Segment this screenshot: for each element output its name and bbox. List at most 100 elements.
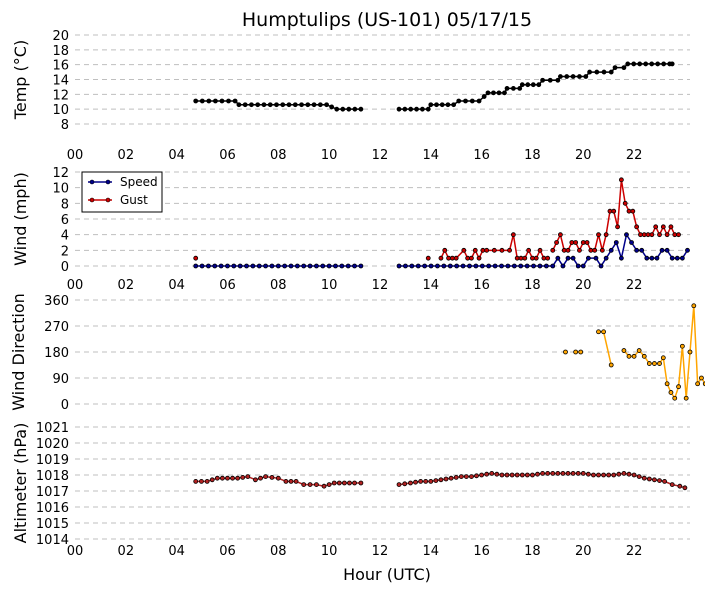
- data-point: [631, 472, 637, 478]
- data-point: [448, 475, 454, 481]
- data-point: [231, 263, 237, 269]
- data-point: [499, 472, 505, 478]
- data-point: [479, 472, 485, 478]
- data-point: [691, 303, 697, 309]
- data-point: [469, 255, 474, 261]
- data-point: [611, 472, 617, 478]
- data-point: [564, 74, 570, 79]
- data-point: [618, 177, 624, 183]
- data-point: [518, 263, 524, 269]
- x-tick-label: 02: [118, 278, 135, 293]
- data-point: [358, 263, 364, 269]
- x-tick-label: 10: [321, 148, 338, 163]
- data-point: [662, 478, 667, 484]
- data-point: [244, 263, 249, 269]
- data-point: [601, 472, 606, 478]
- data-point: [621, 65, 627, 71]
- data-point: [489, 470, 495, 476]
- data-point: [554, 240, 559, 245]
- data-point: [460, 263, 466, 269]
- data-point: [634, 247, 640, 253]
- data-point: [492, 263, 498, 269]
- data-point: [668, 224, 674, 230]
- data-point: [672, 232, 678, 238]
- data-point: [358, 480, 364, 486]
- data-point: [453, 474, 459, 480]
- data-point: [283, 478, 289, 484]
- data-point: [473, 263, 479, 269]
- y-axis-label: Temp (°C): [11, 40, 30, 120]
- y-tick-label: 1014: [36, 533, 69, 548]
- y-tick-label: 360: [44, 294, 69, 309]
- data-point: [425, 106, 431, 112]
- x-tick-label: 06: [219, 148, 236, 163]
- data-point: [509, 472, 515, 478]
- y-tick-label: 16: [52, 59, 69, 74]
- data-point: [535, 471, 540, 477]
- data-point: [479, 263, 485, 269]
- data-point: [345, 263, 351, 269]
- data-point: [206, 263, 211, 269]
- data-point: [580, 263, 586, 269]
- data-point: [608, 362, 614, 368]
- y-axis-label: Wind Direction: [9, 293, 28, 411]
- y-tick-label: 0: [61, 398, 69, 413]
- data-point: [341, 480, 347, 486]
- data-point: [461, 247, 467, 253]
- x-tick-label: 00: [67, 148, 84, 163]
- data-point: [301, 482, 307, 488]
- data-point: [292, 102, 298, 108]
- x-tick-label: 00: [67, 544, 84, 559]
- data-point: [269, 263, 275, 269]
- legend-box: [81, 171, 163, 213]
- data-point: [232, 98, 238, 104]
- y-tick-label: 180: [44, 346, 69, 361]
- data-point: [230, 475, 235, 481]
- data-point: [657, 232, 662, 238]
- data-point: [419, 106, 425, 112]
- data-point: [626, 353, 632, 359]
- data-point: [282, 263, 288, 269]
- data-point: [563, 349, 568, 355]
- data-point: [634, 224, 640, 230]
- data-point: [505, 263, 511, 269]
- data-point: [588, 247, 594, 253]
- data-point: [584, 240, 590, 245]
- data-point: [476, 98, 482, 104]
- data-point: [263, 263, 268, 269]
- data-point: [657, 361, 662, 366]
- data-point: [645, 232, 651, 238]
- data-point: [525, 82, 531, 88]
- data-point: [687, 349, 693, 355]
- data-point: [514, 255, 520, 261]
- data-point: [286, 102, 292, 108]
- data-point: [507, 247, 512, 253]
- data-point: [446, 255, 451, 261]
- data-point: [305, 102, 311, 108]
- data-point: [255, 102, 261, 108]
- y-tick-label: 18: [52, 44, 69, 59]
- data-point: [695, 381, 701, 387]
- data-point: [601, 69, 607, 75]
- data-point: [396, 482, 402, 488]
- x-tick-label: 18: [524, 148, 541, 163]
- data-point: [439, 102, 445, 108]
- data-point: [672, 395, 678, 401]
- data-point: [445, 102, 451, 108]
- data-point: [218, 263, 224, 269]
- y-tick-label: 12: [52, 166, 69, 181]
- data-point: [235, 475, 241, 481]
- x-tick-label: 18: [524, 278, 541, 293]
- data-point: [226, 98, 231, 104]
- y-tick-label: 8: [61, 197, 69, 212]
- x-tick-label: 16: [473, 148, 490, 163]
- data-point: [469, 474, 474, 480]
- data-point: [652, 477, 657, 483]
- legend-marker: [89, 179, 95, 185]
- data-point: [428, 102, 434, 108]
- data-point: [408, 106, 414, 112]
- data-point: [409, 263, 415, 269]
- y-tick-label: 1015: [36, 517, 69, 532]
- data-point: [225, 263, 230, 269]
- data-point: [669, 482, 675, 488]
